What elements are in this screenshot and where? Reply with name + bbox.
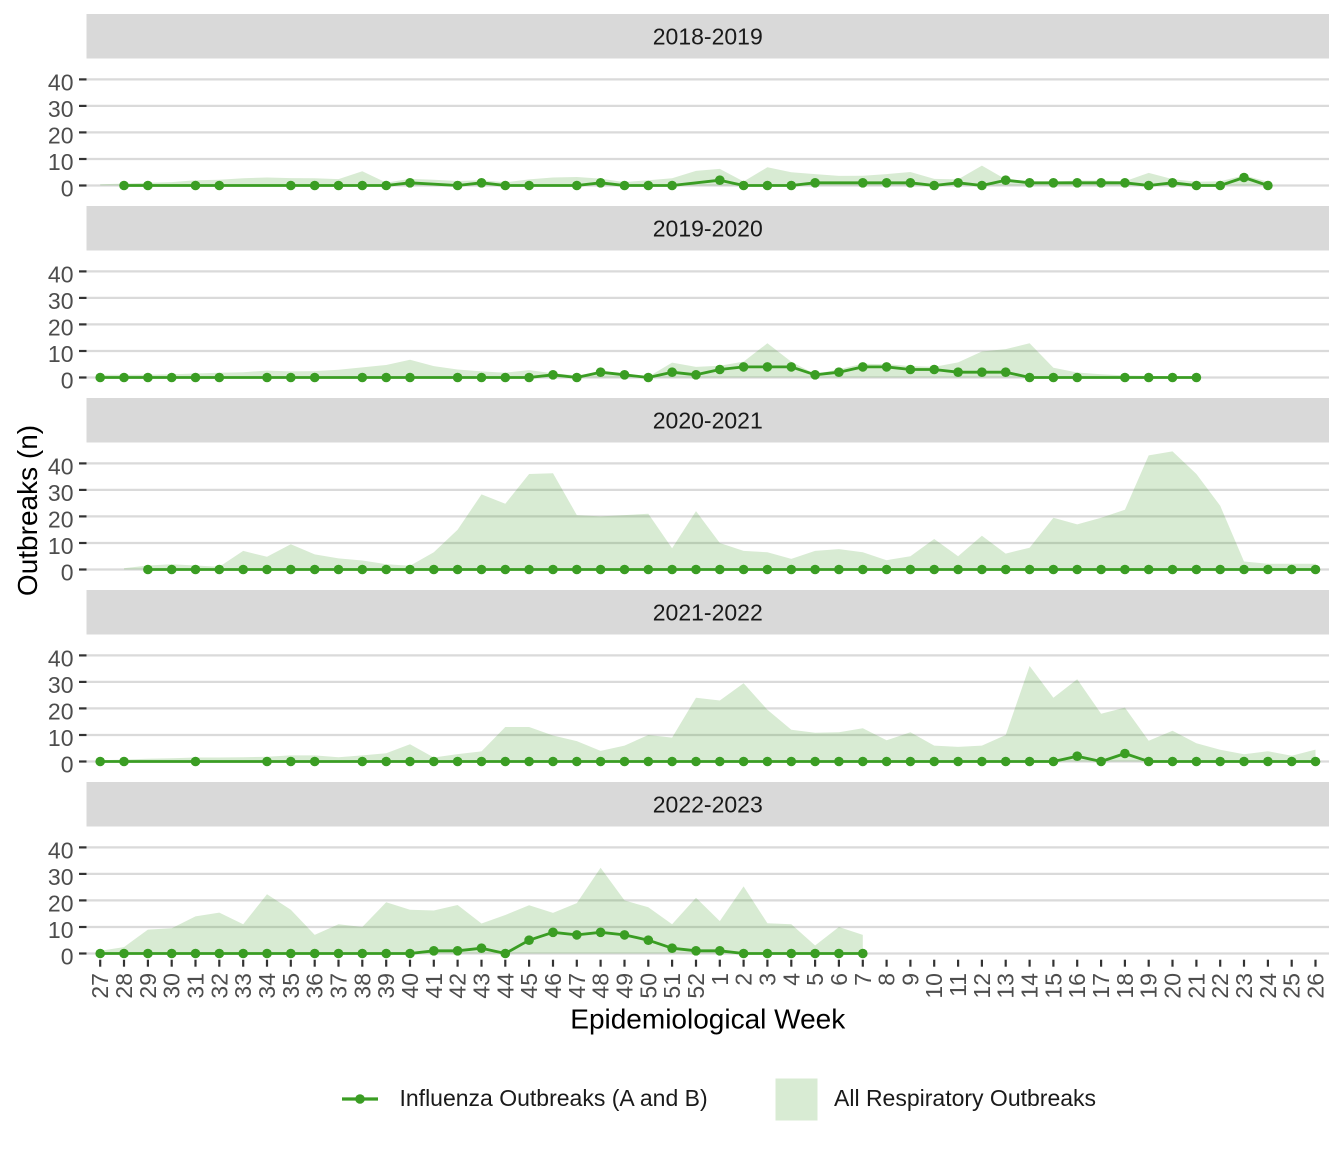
svg-text:34: 34 — [254, 973, 280, 999]
svg-text:0: 0 — [61, 368, 74, 394]
svg-text:21: 21 — [1183, 973, 1209, 999]
svg-text:33: 33 — [230, 973, 256, 999]
svg-text:10: 10 — [48, 533, 74, 559]
svg-text:10: 10 — [48, 725, 74, 751]
svg-text:20: 20 — [48, 122, 74, 148]
svg-text:1: 1 — [707, 973, 733, 986]
svg-text:3: 3 — [754, 973, 780, 986]
svg-text:9: 9 — [897, 973, 923, 986]
svg-text:39: 39 — [373, 973, 399, 999]
svg-text:2022-2023: 2022-2023 — [653, 792, 763, 818]
svg-text:22: 22 — [1207, 973, 1233, 999]
svg-text:2018-2019: 2018-2019 — [653, 24, 763, 50]
svg-text:30: 30 — [48, 96, 74, 122]
svg-text:2020-2021: 2020-2021 — [653, 408, 763, 434]
svg-text:28: 28 — [111, 973, 137, 999]
svg-text:26: 26 — [1303, 973, 1329, 999]
svg-text:35: 35 — [278, 973, 304, 999]
svg-text:4: 4 — [778, 973, 804, 986]
svg-text:13: 13 — [993, 973, 1019, 999]
svg-text:All Respiratory Outbreaks: All Respiratory Outbreaks — [834, 1085, 1096, 1111]
svg-text:36: 36 — [302, 973, 328, 999]
svg-text:6: 6 — [826, 973, 852, 986]
svg-text:20: 20 — [48, 314, 74, 340]
svg-text:18: 18 — [1112, 973, 1138, 999]
svg-text:37: 37 — [326, 973, 352, 999]
svg-text:44: 44 — [492, 973, 518, 999]
svg-text:41: 41 — [421, 973, 447, 999]
svg-text:10: 10 — [48, 917, 74, 943]
svg-text:2019-2020: 2019-2020 — [653, 216, 763, 242]
svg-text:30: 30 — [159, 973, 185, 999]
svg-text:0: 0 — [61, 944, 74, 970]
svg-text:10: 10 — [48, 341, 74, 367]
svg-text:45: 45 — [516, 973, 542, 999]
svg-text:50: 50 — [635, 973, 661, 999]
svg-text:30: 30 — [48, 480, 74, 506]
svg-text:14: 14 — [1017, 973, 1043, 999]
svg-text:2021-2022: 2021-2022 — [653, 600, 763, 626]
svg-text:29: 29 — [135, 973, 161, 999]
svg-text:30: 30 — [48, 288, 74, 314]
svg-text:38: 38 — [349, 973, 375, 999]
svg-text:49: 49 — [612, 973, 638, 999]
svg-text:5: 5 — [802, 973, 828, 986]
svg-text:12: 12 — [969, 973, 995, 999]
svg-text:43: 43 — [469, 973, 495, 999]
svg-text:42: 42 — [445, 973, 471, 999]
svg-text:31: 31 — [183, 973, 209, 999]
svg-text:25: 25 — [1279, 973, 1305, 999]
svg-text:7: 7 — [850, 973, 876, 986]
svg-text:40: 40 — [48, 69, 74, 95]
svg-text:20: 20 — [1160, 973, 1186, 999]
svg-text:0: 0 — [61, 752, 74, 778]
svg-text:30: 30 — [48, 864, 74, 890]
svg-text:10: 10 — [921, 973, 947, 999]
svg-text:10: 10 — [48, 149, 74, 175]
svg-text:52: 52 — [683, 973, 709, 999]
svg-text:8: 8 — [874, 973, 900, 986]
svg-text:30: 30 — [48, 672, 74, 698]
svg-text:Outbreaks (n): Outbreaks (n) — [12, 425, 43, 596]
svg-text:40: 40 — [397, 973, 423, 999]
svg-text:51: 51 — [659, 973, 685, 999]
svg-text:19: 19 — [1136, 973, 1162, 999]
svg-text:20: 20 — [48, 698, 74, 724]
svg-text:40: 40 — [48, 453, 74, 479]
svg-text:20: 20 — [48, 890, 74, 916]
svg-text:48: 48 — [588, 973, 614, 999]
svg-text:Influenza Outbreaks (A and B): Influenza Outbreaks (A and B) — [400, 1085, 708, 1111]
svg-text:17: 17 — [1088, 973, 1114, 999]
svg-text:40: 40 — [48, 837, 74, 863]
svg-text:47: 47 — [564, 973, 590, 999]
svg-text:23: 23 — [1231, 973, 1257, 999]
svg-text:46: 46 — [540, 973, 566, 999]
svg-text:40: 40 — [48, 261, 74, 287]
svg-text:2: 2 — [731, 973, 757, 986]
svg-text:40: 40 — [48, 645, 74, 671]
svg-text:Epidemiological Week: Epidemiological Week — [570, 1004, 846, 1035]
svg-text:16: 16 — [1064, 973, 1090, 999]
svg-text:15: 15 — [1040, 973, 1066, 999]
svg-text:11: 11 — [945, 973, 971, 997]
svg-text:32: 32 — [206, 973, 232, 999]
svg-text:20: 20 — [48, 506, 74, 532]
svg-text:27: 27 — [87, 973, 113, 999]
svg-text:0: 0 — [61, 176, 74, 202]
svg-text:0: 0 — [61, 560, 74, 586]
svg-text:24: 24 — [1255, 973, 1281, 999]
